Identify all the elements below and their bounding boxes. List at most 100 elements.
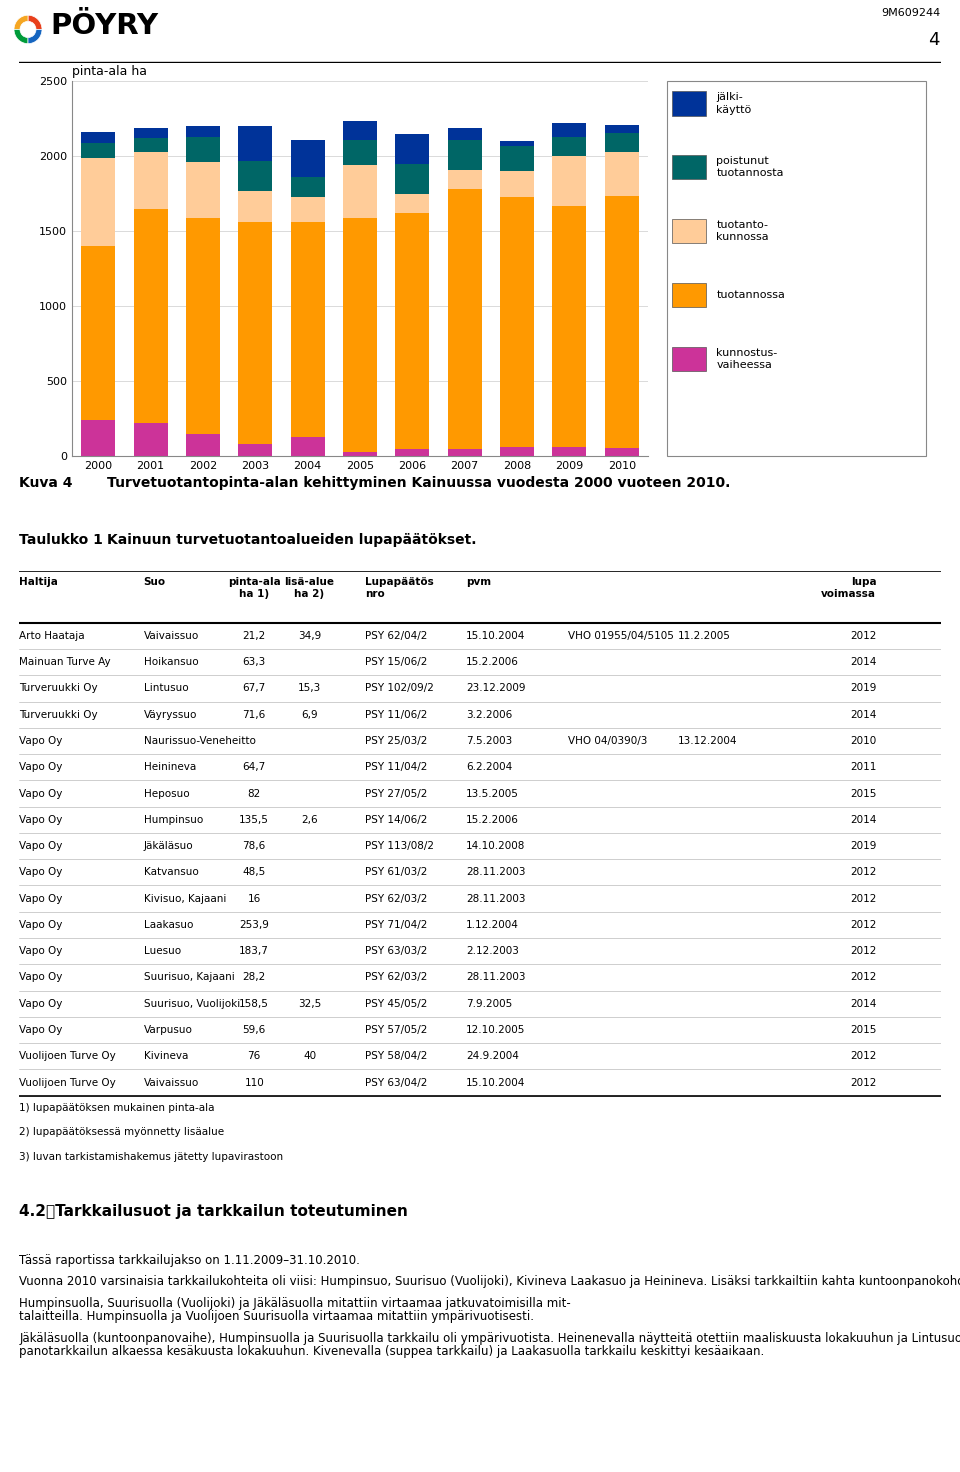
Text: PSY 11/04/2: PSY 11/04/2 <box>365 762 427 773</box>
Text: PSY 71/04/2: PSY 71/04/2 <box>365 920 427 930</box>
Text: Taulukko 1: Taulukko 1 <box>19 533 103 548</box>
Bar <box>133 209 168 424</box>
Text: pvm: pvm <box>467 577 492 587</box>
Text: Vapo Oy: Vapo Oy <box>19 894 62 904</box>
Text: 15,3: 15,3 <box>298 683 322 693</box>
Bar <box>552 124 587 137</box>
Text: 15.2.2006: 15.2.2006 <box>467 657 519 667</box>
Bar <box>186 218 220 434</box>
Text: Jäkäläsuolla (kuntoonpanovaihe), Humpinsuolla ja Suurisuolla tarkkailu oli ympär: Jäkäläsuolla (kuntoonpanovaihe), Humpins… <box>19 1332 960 1345</box>
Text: 2010: 2010 <box>850 736 876 746</box>
Text: 59,6: 59,6 <box>243 1025 266 1035</box>
Text: Laakasuo: Laakasuo <box>144 920 193 930</box>
Text: 16: 16 <box>248 894 261 904</box>
Bar <box>396 134 429 163</box>
Text: PSY 102/09/2: PSY 102/09/2 <box>365 683 434 693</box>
Text: 2012: 2012 <box>850 867 876 877</box>
Text: lisä-alue
ha 2): lisä-alue ha 2) <box>284 577 334 599</box>
Text: 253,9: 253,9 <box>239 920 269 930</box>
Text: Tässä raportissa tarkkailujakso on 1.11.2009–31.10.2010.: Tässä raportissa tarkkailujakso on 1.11.… <box>19 1254 360 1267</box>
Bar <box>447 188 482 449</box>
Text: 2,6: 2,6 <box>301 815 318 824</box>
Text: PSY 15/06/2: PSY 15/06/2 <box>365 657 427 667</box>
Bar <box>605 447 638 456</box>
Text: Humpinsuo: Humpinsuo <box>144 815 203 824</box>
Text: pinta-ala ha: pinta-ala ha <box>72 65 147 78</box>
Text: 71,6: 71,6 <box>243 710 266 720</box>
Text: 1.12.2004: 1.12.2004 <box>467 920 519 930</box>
Bar <box>238 445 273 456</box>
Bar <box>396 194 429 213</box>
Text: 28.11.2003: 28.11.2003 <box>467 973 526 982</box>
Text: PSY 62/03/2: PSY 62/03/2 <box>365 894 427 904</box>
Bar <box>82 421 115 456</box>
Text: 28,2: 28,2 <box>243 973 266 982</box>
Text: 2015: 2015 <box>850 789 876 798</box>
Text: 2011: 2011 <box>850 762 876 773</box>
Bar <box>186 162 220 218</box>
Wedge shape <box>28 15 42 29</box>
Text: Kuva 4: Kuva 4 <box>19 475 73 490</box>
Text: 158,5: 158,5 <box>239 998 269 1008</box>
Text: Vapo Oy: Vapo Oy <box>19 841 62 851</box>
Text: PSY 113/08/2: PSY 113/08/2 <box>365 841 434 851</box>
Text: 76: 76 <box>248 1051 261 1061</box>
Text: Katvansuo: Katvansuo <box>144 867 199 877</box>
Text: Vuonna 2010 varsinaisia tarkkailukohteita oli viisi: Humpinsuo, Suurisuo (Vuolij: Vuonna 2010 varsinaisia tarkkailukohteit… <box>19 1275 960 1288</box>
Text: 2014: 2014 <box>850 998 876 1008</box>
Text: PSY 11/06/2: PSY 11/06/2 <box>365 710 427 720</box>
Text: Vaivaissuo: Vaivaissuo <box>144 1078 199 1088</box>
Text: 2019: 2019 <box>850 683 876 693</box>
Text: 7.9.2005: 7.9.2005 <box>467 998 513 1008</box>
Bar <box>672 346 706 371</box>
Bar <box>343 452 377 456</box>
Text: 2014: 2014 <box>850 710 876 720</box>
Bar <box>396 163 429 194</box>
Text: 2012: 2012 <box>850 920 876 930</box>
Wedge shape <box>14 29 28 44</box>
Text: 183,7: 183,7 <box>239 946 269 957</box>
Bar <box>133 138 168 152</box>
Bar <box>343 165 377 218</box>
Text: panotarkkailun alkaessa kesäkuusta lokakuuhun. Kivenevalla (suppea tarkkailu) ja: panotarkkailun alkaessa kesäkuusta lokak… <box>19 1345 764 1359</box>
Bar <box>186 434 220 456</box>
Text: 3) luvan tarkistamishakemus jätetty lupavirastoon: 3) luvan tarkistamishakemus jätetty lupa… <box>19 1151 283 1161</box>
Text: poistunut
tuotannosta: poistunut tuotannosta <box>716 156 784 178</box>
Text: 40: 40 <box>303 1051 316 1061</box>
Text: 32,5: 32,5 <box>298 998 322 1008</box>
Text: Jäkäläsuo: Jäkäläsuo <box>144 841 193 851</box>
Text: PSY 45/05/2: PSY 45/05/2 <box>365 998 427 1008</box>
Text: Lintusuo: Lintusuo <box>144 683 188 693</box>
Text: 2012: 2012 <box>850 973 876 982</box>
Text: PSY 63/03/2: PSY 63/03/2 <box>365 946 427 957</box>
Bar <box>605 196 638 447</box>
Text: 21,2: 21,2 <box>243 631 266 640</box>
Bar <box>552 156 587 206</box>
Text: 82: 82 <box>248 789 261 798</box>
Text: Vapo Oy: Vapo Oy <box>19 1025 62 1035</box>
Text: Vapo Oy: Vapo Oy <box>19 789 62 798</box>
Bar <box>605 125 638 132</box>
Text: Suurisuo, Kajaani: Suurisuo, Kajaani <box>144 973 234 982</box>
Text: PSY 63/04/2: PSY 63/04/2 <box>365 1078 427 1088</box>
Text: PÖYRY: PÖYRY <box>50 12 158 40</box>
Text: Vuolijoen Turve Oy: Vuolijoen Turve Oy <box>19 1078 116 1088</box>
Text: 24.9.2004: 24.9.2004 <box>467 1051 519 1061</box>
Text: lupa
voimassa: lupa voimassa <box>822 577 876 599</box>
Text: Väyryssuo: Väyryssuo <box>144 710 197 720</box>
Text: 13.12.2004: 13.12.2004 <box>678 736 737 746</box>
Text: 2014: 2014 <box>850 657 876 667</box>
Bar <box>672 155 706 180</box>
Bar <box>605 132 638 152</box>
Bar <box>672 283 706 308</box>
Bar <box>133 128 168 138</box>
Text: PSY 62/04/2: PSY 62/04/2 <box>365 631 427 640</box>
Text: Vaivaissuo: Vaivaissuo <box>144 631 199 640</box>
Text: 2012: 2012 <box>850 1078 876 1088</box>
Text: Vapo Oy: Vapo Oy <box>19 815 62 824</box>
Text: 2.12.2003: 2.12.2003 <box>467 946 519 957</box>
Text: PSY 61/03/2: PSY 61/03/2 <box>365 867 427 877</box>
Text: PSY 62/03/2: PSY 62/03/2 <box>365 973 427 982</box>
Bar <box>447 169 482 188</box>
Bar <box>552 137 587 156</box>
